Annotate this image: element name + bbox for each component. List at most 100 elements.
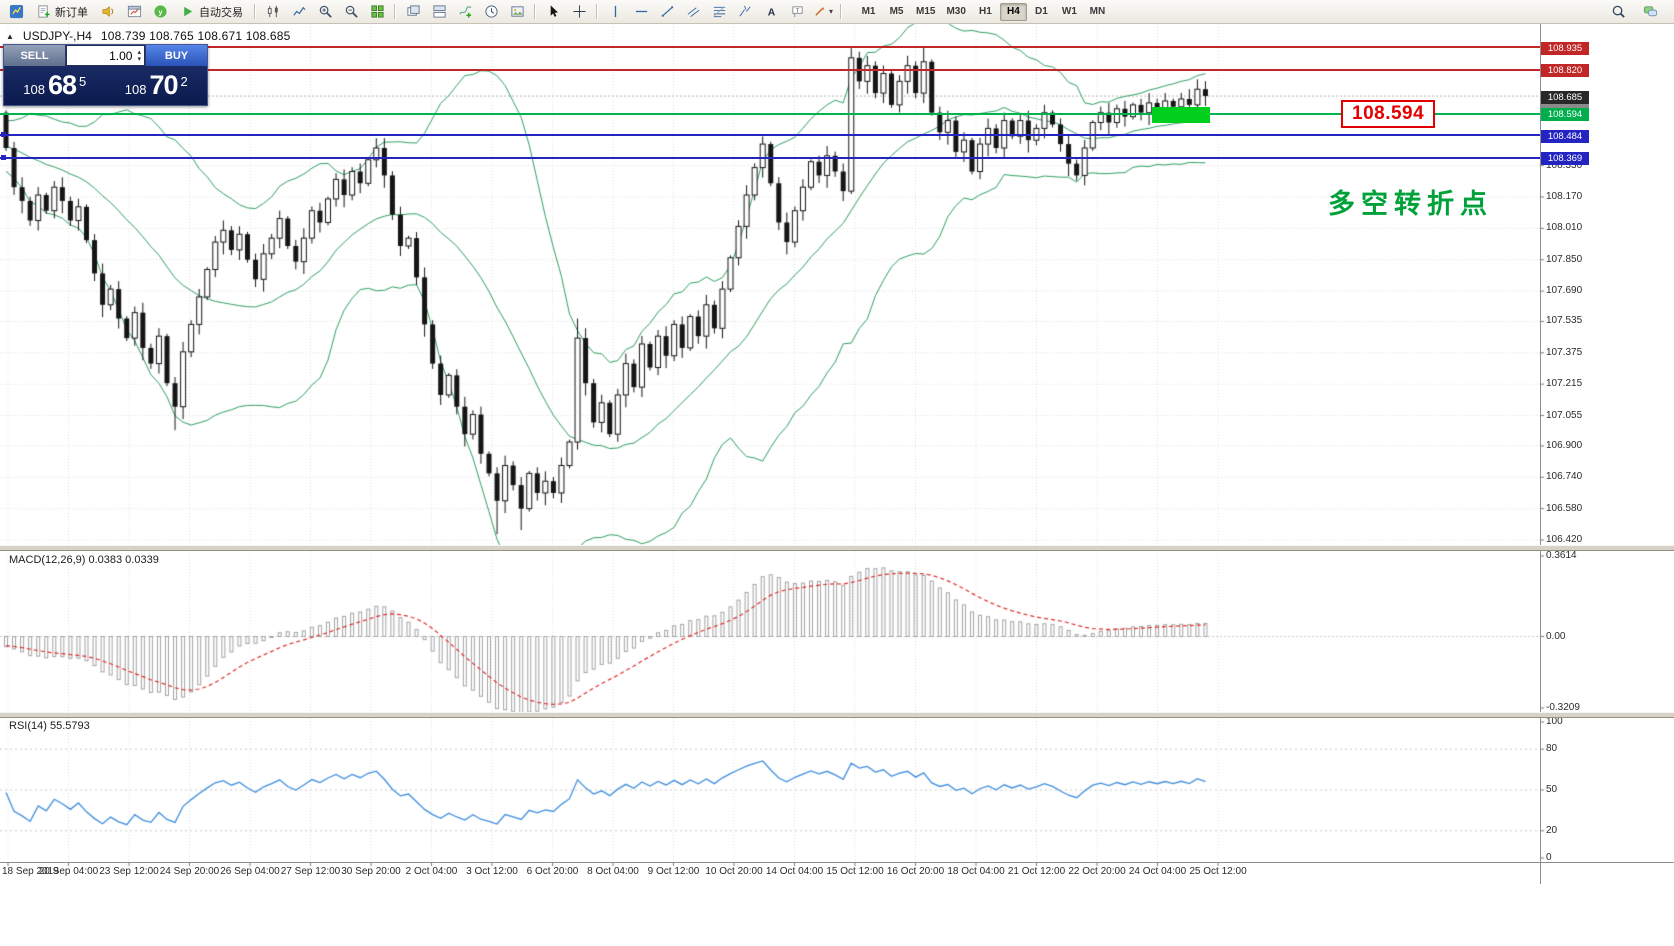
candlestick-chart-icon[interactable] <box>261 2 285 22</box>
time-axis-label: 21 Oct 12:00 <box>1007 866 1066 877</box>
axis-label: 108.010 <box>1546 222 1583 234</box>
timeframe-M15[interactable]: M15 <box>916 5 936 17</box>
pane-divider[interactable] <box>0 545 1674 551</box>
new-order-button[interactable]: 新订单 <box>30 2 94 22</box>
symbol-period-label: USDJPY-,H4 <box>22 29 92 43</box>
axis-label: 20 <box>1546 824 1558 836</box>
sell-button[interactable]: SELL <box>4 45 66 66</box>
rsi-label: RSI(14) 55.5793 <box>9 720 90 732</box>
axis-label: 107.215 <box>1546 378 1583 390</box>
volume-input[interactable] <box>74 48 135 63</box>
one-click-collapse-arrow[interactable]: ▲ <box>6 31 14 41</box>
timeframe-M30[interactable]: M30 <box>946 5 966 17</box>
new-chart-icon[interactable] <box>122 2 146 22</box>
macd-label: MACD(12,26,9) 0.0383 0.0339 <box>9 554 159 566</box>
axis-label: 107.055 <box>1546 409 1583 421</box>
time-axis-label: 24 Sep 20:00 <box>159 866 220 877</box>
cursor-icon[interactable] <box>541 2 565 22</box>
price-axis-border <box>1540 24 1541 884</box>
time-axis-label: 2 Oct 04:00 <box>405 866 458 877</box>
pane-divider[interactable] <box>0 712 1674 718</box>
pitchfork-icon[interactable] <box>733 2 757 22</box>
horizontal-line-icon[interactable] <box>629 2 653 22</box>
horizontal-line-108.369[interactable] <box>0 154 1540 160</box>
chat-icon[interactable] <box>1638 2 1662 22</box>
periods-icon[interactable] <box>479 2 503 22</box>
ohlc-readout: 108.739 108.765 108.671 108.685 <box>100 29 291 43</box>
volume-up-icon[interactable]: ▴ <box>137 48 141 56</box>
horizontal-line-108.82[interactable] <box>0 68 1540 71</box>
arrange-windows-icon[interactable] <box>427 2 451 22</box>
zoom-out-icon[interactable] <box>339 2 363 22</box>
trendline-icon[interactable] <box>655 2 679 22</box>
time-axis-label: 27 Sep 12:00 <box>280 866 341 877</box>
toolbar-separator <box>596 4 598 19</box>
indicators-icon[interactable] <box>453 2 477 22</box>
timeframe-H4[interactable]: H4 <box>999 2 1027 21</box>
vertical-line-icon[interactable] <box>603 2 627 22</box>
time-axis-label: 3 Oct 12:00 <box>466 866 518 877</box>
horizontal-line-108.594[interactable] <box>0 112 1540 115</box>
toolbar-separator <box>254 4 256 19</box>
templates-icon[interactable] <box>505 2 529 22</box>
price-line-label: 108.594 <box>1541 108 1589 122</box>
time-axis-label: 6 Oct 20:00 <box>526 866 579 877</box>
price-line-label: 108.685 <box>1541 90 1589 104</box>
zoom-in-icon[interactable] <box>313 2 337 22</box>
bid-price[interactable]: 108 68 5 <box>23 70 87 100</box>
line-handle[interactable] <box>1 132 6 138</box>
axis-label: 100 <box>1546 716 1563 727</box>
time-axis-label: 18 Sep 2019 <box>2 866 59 877</box>
toolbar-separator <box>394 4 396 19</box>
timeframe-D1[interactable]: D1 <box>1035 5 1048 17</box>
price-callout: 108.594 <box>1341 99 1436 128</box>
axis-label: 107.535 <box>1546 315 1583 327</box>
fibonacci-icon[interactable] <box>707 2 731 22</box>
time-axis-label: 15 Oct 12:00 <box>826 866 884 877</box>
autotrading-button[interactable]: 自动交易 <box>174 2 249 22</box>
text-label-icon[interactable]: T <box>785 2 809 22</box>
line-handle[interactable] <box>1 154 6 160</box>
volume-spinner: ▴ ▾ <box>134 49 144 63</box>
toolbar-separator <box>534 4 536 19</box>
ask-price[interactable]: 108 70 2 <box>124 70 188 100</box>
time-axis-label: 9 Oct 12:00 <box>647 866 700 877</box>
axis-label: -0.3209 <box>1546 702 1580 713</box>
price-line-label: 108.369 <box>1541 152 1589 166</box>
volume-down-icon[interactable]: ▾ <box>137 55 141 63</box>
svg-text:y: y <box>158 7 163 16</box>
axis-label: 108.170 <box>1546 191 1583 202</box>
dropdown-caret-icon: ▾ <box>829 7 834 16</box>
search-icon[interactable] <box>1606 2 1630 22</box>
crosshair-icon[interactable] <box>567 2 591 22</box>
app-icon <box>4 2 28 22</box>
timeframe-M5[interactable]: M5 <box>889 5 904 17</box>
horizontal-line-108.484[interactable] <box>0 132 1540 138</box>
timeframe-MN[interactable]: MN <box>1089 5 1106 17</box>
time-axis-label: 30 Sep 20:00 <box>341 866 401 877</box>
autotrading-label: 自动交易 <box>199 6 243 19</box>
time-axis-label: 23 Sep 12:00 <box>99 866 159 877</box>
profile-icon[interactable]: y <box>148 2 172 22</box>
text-tool-icon[interactable]: A <box>759 2 783 22</box>
price-line-label: 108.820 <box>1541 64 1589 78</box>
arrows-tool-icon[interactable]: ▾ <box>811 2 835 22</box>
alerts-icon[interactable] <box>96 2 120 22</box>
time-axis-label: 14 Oct 04:00 <box>765 866 824 877</box>
time-axis-label: 24 Oct 04:00 <box>1128 866 1187 877</box>
tile-windows-icon[interactable] <box>365 2 389 22</box>
timeframe-W1[interactable]: W1 <box>1061 5 1077 17</box>
axis-label: 107.375 <box>1546 346 1583 358</box>
horizontal-line-108.935[interactable] <box>0 46 1540 49</box>
annotation-note: 多空转折点 <box>1328 189 1493 219</box>
buy-button[interactable]: BUY <box>145 45 207 66</box>
svg-text:T: T <box>795 8 799 14</box>
axis-label: 106.580 <box>1546 502 1583 514</box>
channel-icon[interactable] <box>681 2 705 22</box>
cascade-windows-icon[interactable] <box>401 2 425 22</box>
axis-label: 80 <box>1546 743 1558 755</box>
timeframe-M1[interactable]: M1 <box>861 5 876 17</box>
line-chart-icon[interactable] <box>287 2 311 22</box>
timeframe-H1[interactable]: H1 <box>979 5 992 17</box>
